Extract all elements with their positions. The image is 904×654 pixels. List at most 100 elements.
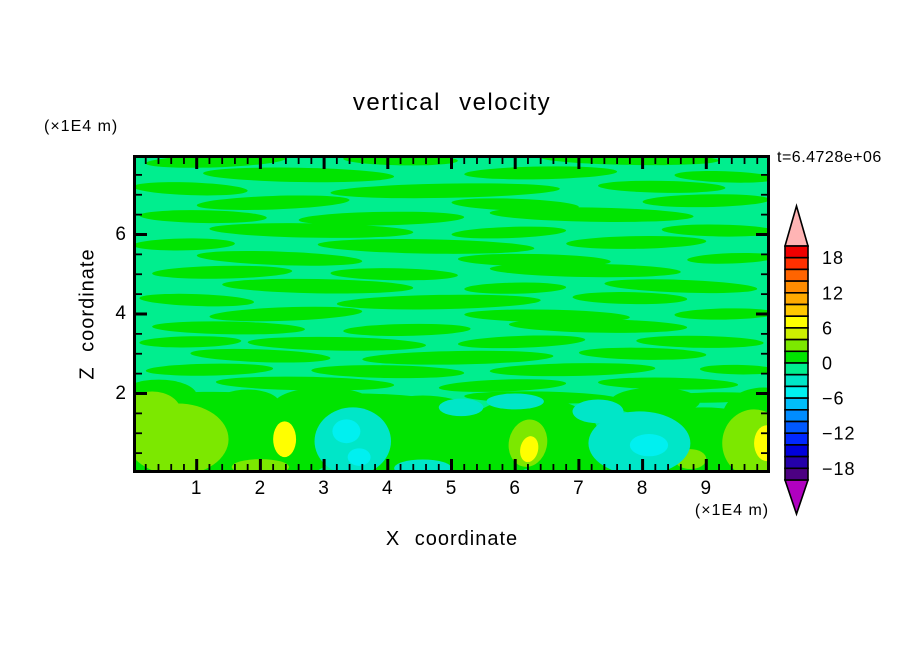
contour-streak (209, 223, 414, 238)
contour-streak (661, 224, 770, 237)
colorbar-segment (784, 280, 809, 294)
x-tick-label: 2 (254, 478, 267, 499)
contour-streak (152, 321, 305, 335)
colorbar-segment (784, 467, 809, 481)
contour-streak (674, 308, 770, 320)
contour-streak (133, 238, 235, 251)
colorbar-segment (784, 292, 809, 306)
contour-streak (464, 166, 618, 180)
x-axis-title: X coordinate (385, 528, 519, 550)
contour-patch (629, 434, 669, 457)
contour-streak (311, 365, 465, 379)
contour-streak (133, 182, 248, 196)
z-tick-label: 6 (115, 223, 127, 245)
contour-streak (222, 278, 414, 294)
contour-streak (152, 265, 293, 279)
colorbar-tick-label: −6 (822, 389, 845, 409)
x-axis-unit-label: (×1E4 m) (694, 502, 770, 519)
colorbar-tick-label: 6 (822, 318, 833, 338)
x-tick-label: 8 (636, 478, 649, 499)
colorbar-tick-label: 0 (822, 354, 833, 374)
contour-streak (457, 335, 586, 349)
colorbar-segment (784, 350, 809, 364)
plot-frame (133, 155, 770, 473)
colorbar-up-arrow (783, 203, 810, 247)
contour-patch (133, 391, 181, 432)
colorbar-down-arrow (783, 479, 810, 517)
colorbar: 18 12 6 0 −6 −12 −18 (783, 203, 856, 517)
contour-streak (489, 207, 694, 222)
contour-patch (438, 398, 484, 417)
contour-streak (362, 350, 554, 365)
contour-streak (196, 251, 363, 266)
colorbar-segment (784, 338, 809, 353)
colorbar-segment (784, 420, 809, 434)
contour-streak (209, 306, 363, 322)
x-tick-label: 1 (190, 478, 203, 499)
colorbar-segment (784, 245, 809, 259)
contour-streak (598, 377, 739, 390)
contour-streak (317, 239, 535, 254)
contour-streak (330, 183, 560, 199)
contour-streak (636, 335, 764, 348)
contour-patch (520, 436, 539, 463)
contour-streak (438, 379, 567, 392)
x-tick-label: 9 (700, 478, 713, 499)
x-tick-label: 3 (318, 478, 330, 499)
contour-patch (610, 387, 700, 416)
plot-ticks (136, 158, 767, 470)
colorbar-segment (784, 303, 809, 317)
contour-streak (145, 363, 274, 376)
colorbar-segment (784, 397, 809, 411)
contour-patch (486, 393, 544, 410)
contour-streak (215, 376, 395, 391)
contour-streak (139, 293, 254, 307)
contour-streak (489, 263, 681, 278)
colorbar-segment (784, 256, 809, 271)
contour-streak (196, 195, 350, 210)
contour-streak (203, 167, 395, 183)
contour-streak (687, 252, 770, 264)
colorbar-tick-label: 18 (822, 248, 844, 268)
contour-patch (215, 389, 280, 418)
contour-streak (139, 336, 242, 348)
contour-patch (273, 421, 297, 458)
x-tick-label: 4 (382, 478, 394, 499)
colorbar-segment (784, 327, 809, 341)
contour-streak (674, 171, 770, 183)
contour-patch (347, 448, 371, 466)
colorbar-segment (784, 444, 809, 458)
contour-plot (133, 155, 770, 473)
contour-streak (642, 194, 770, 208)
z-axis-unit-label: (×1E4 m) (44, 118, 119, 135)
colorbar-tick-label: −18 (822, 459, 856, 479)
colorbar-segment (784, 373, 809, 388)
contour-patch (572, 399, 624, 424)
colorbar-tick-label: −12 (822, 424, 856, 444)
x-tick-label: 6 (509, 478, 521, 499)
contour-streak (699, 364, 770, 375)
contour-streak (598, 180, 726, 193)
colorbar-segment (784, 455, 809, 470)
x-tick-label: 5 (445, 478, 458, 499)
contour-streak (298, 211, 465, 226)
contour-streak (451, 226, 567, 239)
contour-streak (566, 235, 707, 249)
colorbar-segment (784, 385, 809, 399)
contour-streak (578, 347, 707, 360)
contour-patch (394, 459, 452, 473)
contour-field (133, 155, 770, 473)
contour-streak (604, 279, 758, 294)
contour-streak (508, 318, 688, 333)
contour-streak (247, 336, 427, 351)
colorbar-segment (784, 362, 809, 376)
colorbar-segment (784, 432, 809, 446)
plot-title: vertical velocity (352, 89, 552, 116)
contour-patch (332, 419, 361, 444)
contour-streak (330, 268, 458, 281)
contour-streak (343, 323, 471, 336)
contour-streak (489, 363, 656, 377)
x-tick-label: 7 (573, 478, 585, 499)
colorbar-segment (784, 409, 809, 423)
